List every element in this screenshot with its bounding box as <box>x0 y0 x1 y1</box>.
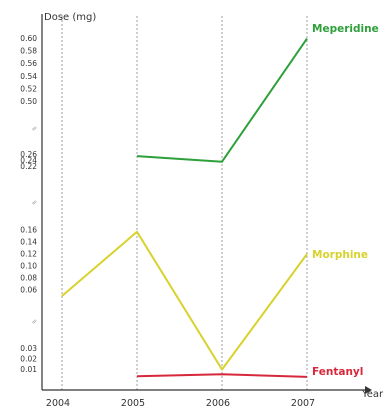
x-tick-labels: 2004 2005 2006 2007 <box>46 398 315 409</box>
y-tick-label: 0.24 <box>20 156 37 165</box>
series-line-morphine <box>61 230 308 371</box>
series-line-fentanyl <box>136 373 308 378</box>
series-lines <box>61 38 308 378</box>
x-tick-label-2007: 2007 <box>291 398 315 409</box>
y-tick-label: 0.56 <box>20 59 37 68</box>
y-tick-label: 0.14 <box>20 238 37 247</box>
x-axis-title: Year <box>361 389 384 400</box>
series-label-morphine: Morphine <box>312 249 368 261</box>
axis-break-mark: ≈ <box>30 317 40 327</box>
y-axis-title: Dose (mg) <box>44 12 96 23</box>
y-tick-label: 0.16 <box>20 226 37 235</box>
y-tick-label: 0.06 <box>20 286 37 295</box>
y-tick-label: 0.50 <box>20 97 37 106</box>
y-tick-label: 0.03 <box>20 344 37 353</box>
series-labels: Meperidine Morphine Fentanyl <box>312 23 379 378</box>
axes <box>41 14 372 394</box>
y-tick-label: 0.52 <box>20 84 37 93</box>
y-tick-label: 0.12 <box>20 250 37 259</box>
series-line-meperidine <box>136 38 308 163</box>
y-tick-label: 0.26 <box>20 150 37 159</box>
y-tick-label: 0.60 <box>20 34 37 43</box>
series-label-meperidine: Meperidine <box>312 23 379 35</box>
series-label-fentanyl: Fentanyl <box>312 366 363 378</box>
axis-break-mark: ≈ <box>30 124 40 134</box>
y-tick-label: 0.02 <box>20 355 37 364</box>
y-tick-label: 0.08 <box>20 274 37 283</box>
y-tick-label: 0.01 <box>20 365 37 374</box>
y-tick-label: 0.22 <box>20 162 37 171</box>
x-tick-label-2006: 2006 <box>206 398 230 409</box>
x-axis-arrow-icon <box>365 386 372 394</box>
y-tick-label: 0.54 <box>20 72 37 81</box>
y-tick-label: 0.58 <box>20 47 37 56</box>
y-axis-breaks: ≈ ≈ ≈ <box>30 124 40 327</box>
vertical-gridlines <box>61 16 308 390</box>
x-tick-label-2004: 2004 <box>46 398 70 409</box>
axis-break-mark: ≈ <box>30 198 40 208</box>
x-tick-label-2005: 2005 <box>121 398 145 409</box>
y-tick-labels: 0.010.02 0.03 0.06 0.08 0.10 0.12 0.14 0.16 0.22… <box>20 34 37 374</box>
y-tick-label: 0.10 <box>20 262 37 271</box>
